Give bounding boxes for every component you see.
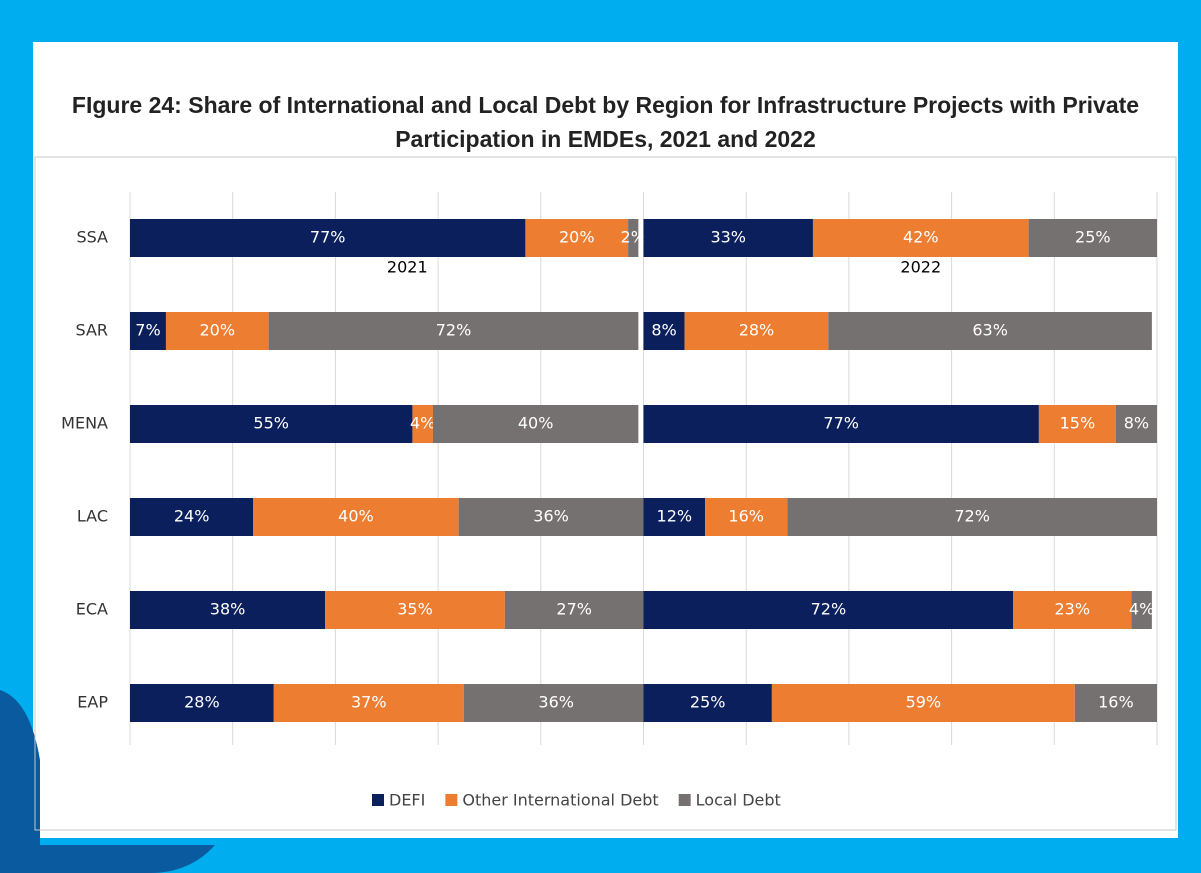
bar-segment — [273, 684, 464, 722]
bar-segment — [253, 498, 459, 536]
bar-segment — [628, 219, 639, 257]
y-tick-label: SAR — [75, 321, 108, 340]
data-label: 77% — [310, 228, 346, 247]
bar-segment — [1028, 219, 1157, 257]
bar-segment — [1074, 684, 1157, 722]
data-label: 35% — [397, 600, 433, 619]
bar-segment — [643, 219, 813, 257]
bar-segment — [771, 684, 1075, 722]
bar-segment — [684, 312, 829, 350]
bar-segment — [525, 219, 629, 257]
legend-swatch — [445, 794, 458, 806]
y-tick-label: SSA — [76, 228, 108, 247]
data-label: 16% — [728, 507, 764, 526]
data-label: 63% — [972, 321, 1008, 340]
data-label: 27% — [556, 600, 592, 619]
data-label: 36% — [538, 693, 574, 712]
bar-segment — [412, 405, 433, 443]
legend-swatch — [678, 794, 691, 806]
bar-segment — [463, 684, 649, 722]
bar-segment — [705, 498, 788, 536]
bar-segment — [1013, 591, 1132, 629]
bar-segment — [787, 498, 1157, 536]
y-tick-label: MENA — [61, 414, 108, 433]
legend-swatch — [372, 794, 384, 806]
data-label: 12% — [657, 507, 693, 526]
bar-segment — [643, 405, 1039, 443]
group-label: 2022 — [900, 258, 941, 277]
data-label: 8% — [1124, 414, 1149, 433]
legend-label: Other International Debt — [462, 791, 658, 810]
data-label: 16% — [1098, 693, 1134, 712]
chart-title: FIgure 24: Share of International and Lo… — [71, 92, 1140, 152]
y-tick-label: EAP — [77, 693, 108, 712]
data-label: 38% — [210, 600, 246, 619]
bar-segment — [1038, 405, 1116, 443]
data-label: 20% — [559, 228, 595, 247]
data-label: 4% — [410, 414, 435, 433]
bar-segment — [828, 312, 1152, 350]
bar-segment — [643, 684, 772, 722]
data-label: 8% — [651, 321, 676, 340]
data-label: 36% — [533, 507, 569, 526]
y-tick-label: LAC — [77, 507, 108, 526]
legend-label: DEFI — [389, 791, 425, 810]
data-label: 23% — [1054, 600, 1090, 619]
bar-segment — [130, 684, 274, 722]
y-tick-label: ECA — [76, 600, 108, 619]
data-label: 28% — [739, 321, 775, 340]
bar-segment — [130, 498, 254, 536]
legend-label: Local Debt — [696, 791, 781, 810]
bar-segment — [812, 219, 1029, 257]
bar-segment — [643, 312, 685, 350]
bar-segment — [643, 498, 706, 536]
bar-segment — [325, 591, 505, 629]
data-label: 37% — [351, 693, 387, 712]
data-label: 59% — [906, 693, 942, 712]
data-label: 2% — [621, 228, 646, 247]
data-label: 33% — [710, 228, 746, 247]
bar-segment — [1115, 405, 1157, 443]
bar-segment — [504, 591, 644, 629]
data-label: 40% — [518, 414, 554, 433]
plot-frame — [34, 156, 1177, 831]
data-label: 24% — [174, 507, 210, 526]
bar-segment — [268, 312, 639, 350]
data-label: 28% — [184, 693, 220, 712]
data-label: 25% — [1075, 228, 1111, 247]
data-label: 72% — [954, 507, 990, 526]
bar-segment — [130, 405, 413, 443]
bar-segment — [130, 591, 326, 629]
data-label: 25% — [690, 693, 726, 712]
bar-segment — [458, 498, 644, 536]
data-label: 72% — [436, 321, 472, 340]
decoration — [0, 690, 215, 873]
bar-segment — [165, 312, 269, 350]
data-label: 40% — [338, 507, 374, 526]
bar-segment — [130, 312, 166, 350]
data-label: 77% — [823, 414, 859, 433]
group-label: 2021 — [387, 258, 428, 277]
bar-segment — [643, 591, 1014, 629]
data-label: 15% — [1060, 414, 1096, 433]
bar-segment — [1131, 591, 1152, 629]
data-label: 72% — [811, 600, 847, 619]
data-label: 7% — [135, 321, 160, 340]
data-label: 55% — [253, 414, 289, 433]
data-label: 42% — [903, 228, 939, 247]
bar-segment — [130, 219, 526, 257]
data-label: 20% — [200, 321, 236, 340]
bar-segment — [432, 405, 639, 443]
data-label: 4% — [1129, 600, 1154, 619]
